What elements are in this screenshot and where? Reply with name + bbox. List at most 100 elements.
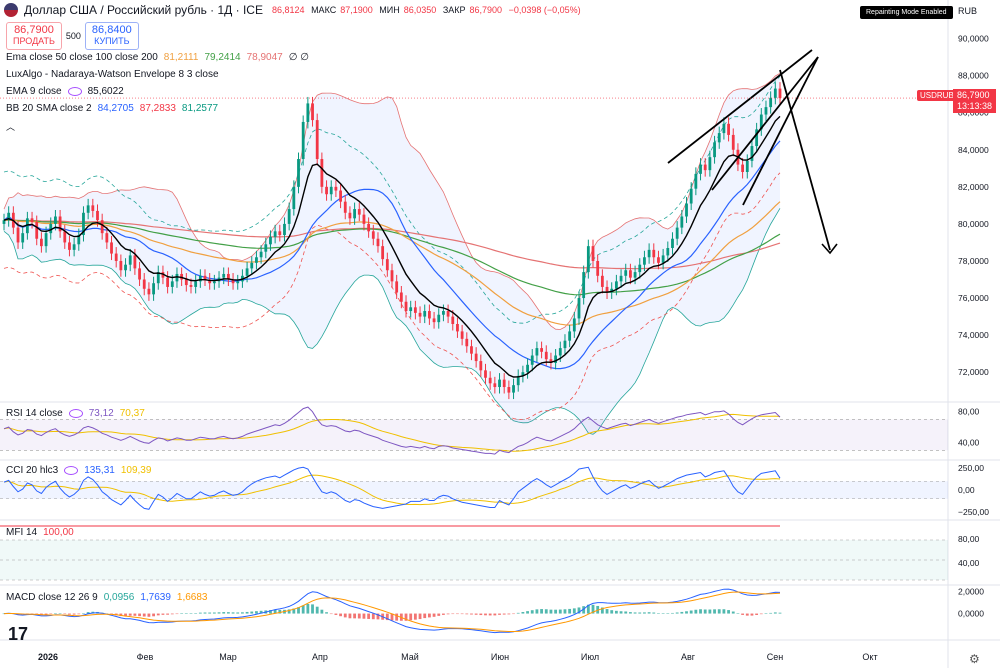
candle-body xyxy=(460,331,464,339)
candle-body xyxy=(334,186,338,191)
candle-body xyxy=(437,314,441,323)
candle-body xyxy=(750,146,754,161)
candle-body xyxy=(311,103,314,121)
candle-body xyxy=(404,301,408,312)
sell-button[interactable]: 86,7900 ПРОДАТЬ xyxy=(6,22,62,50)
bb-fill xyxy=(4,73,780,435)
legend-ema200-value: 78,9047 xyxy=(246,52,283,63)
gear-icon[interactable]: ⚙ xyxy=(969,652,980,666)
macd-hist-bar xyxy=(507,613,511,615)
candle-body xyxy=(568,331,572,341)
legend-rsi[interactable]: RSI 14 close 73,12 70,37 xyxy=(6,408,145,419)
legend-ema9[interactable]: EMA 9 close 85,6022 xyxy=(6,86,124,97)
time-tick-label: Сен xyxy=(767,652,784,662)
time-tick-label: Июл xyxy=(581,652,599,662)
rsi-tick-label: 40,00 xyxy=(958,438,980,448)
macd-hist-bar xyxy=(184,613,188,614)
candle-body xyxy=(7,212,11,221)
candle-body xyxy=(273,231,277,237)
symbol-tag: USDRUB xyxy=(917,90,957,101)
candle-body xyxy=(203,275,207,280)
macd-hist-bar xyxy=(301,605,305,614)
eye-icon[interactable] xyxy=(64,466,79,475)
candle-body xyxy=(264,244,268,252)
candle-body xyxy=(563,340,567,349)
legend-luxalgo[interactable]: LuxAlgo - Nadaraya-Watson Envelope 8 3 c… xyxy=(6,69,219,80)
macd-hist-bar xyxy=(526,611,529,614)
legend-cci[interactable]: CCI 20 hlc3 135,31 109,39 xyxy=(6,465,151,476)
ohlc-high-label: МАКС xyxy=(311,5,337,15)
macd-hist-bar xyxy=(769,612,773,614)
macd-hist-bar xyxy=(63,613,67,615)
candle-body xyxy=(512,385,515,393)
candle-body xyxy=(498,379,501,388)
candle-body xyxy=(446,311,450,317)
macd-hist-bar xyxy=(124,613,127,617)
currency-label[interactable]: RUB xyxy=(958,6,978,16)
trade-panel: 86,7900 ПРОДАТЬ 500 86,8400 КУПИТЬ xyxy=(6,22,139,50)
candle-body xyxy=(502,379,506,388)
collapse-legend-chevron-icon[interactable]: ︿ xyxy=(6,122,16,132)
candle-body xyxy=(77,235,81,245)
macd-hist-bar xyxy=(778,612,782,614)
candle-body xyxy=(367,223,371,232)
macd-hist-bar xyxy=(362,613,366,619)
candle-body xyxy=(44,233,48,247)
tradingview-logo-icon[interactable]: 17 xyxy=(8,624,29,644)
macd-hist-bar xyxy=(657,613,660,614)
macd-hist-bar xyxy=(437,613,441,616)
ohlc-high: 87,1900 xyxy=(340,5,373,15)
macd-hist-bar xyxy=(498,613,501,615)
legend-ema9-value: 85,6022 xyxy=(87,86,124,97)
candle-body xyxy=(493,383,497,388)
candle-body xyxy=(395,281,399,293)
candle-body xyxy=(521,372,525,376)
macd-hist-bar xyxy=(250,611,254,614)
sell-price: 86,7900 xyxy=(14,24,54,36)
candle-body xyxy=(516,375,520,386)
macd-hist-bar xyxy=(755,613,759,615)
candle-body xyxy=(306,103,310,122)
candle-body xyxy=(722,123,726,134)
time-tick-label: Фев xyxy=(137,652,154,662)
legend-mfi-label: MFI 14 xyxy=(6,527,38,538)
chart-title[interactable]: Доллар США / Российский рубль · 1Д · ICE xyxy=(24,3,263,17)
macd-hist-bar xyxy=(488,613,492,616)
price-tick-label: 84,0000 xyxy=(958,145,989,155)
candle-body xyxy=(558,348,562,356)
candle-body xyxy=(16,227,20,243)
candle-body xyxy=(133,255,137,269)
candle-body xyxy=(315,120,319,160)
legend-bb[interactable]: BB 20 SMA close 2 84,2705 87,2833 81,257… xyxy=(6,103,218,114)
candle-body xyxy=(236,281,240,284)
candle-body xyxy=(82,212,85,236)
candle-body xyxy=(540,348,543,352)
macd-hist-bar xyxy=(563,609,567,614)
macd-hist-bar xyxy=(348,613,352,619)
price-tick-label: 74,0000 xyxy=(958,330,989,340)
legend-mfi[interactable]: MFI 14 100,00 xyxy=(6,527,74,538)
macd-hist-bar xyxy=(610,610,614,614)
legend-ema-multi[interactable]: Ema close 50 close 100 close 200 81,2111… xyxy=(6,52,309,63)
macd-hist-bar xyxy=(161,613,165,615)
candle-body xyxy=(717,133,721,143)
candle-body xyxy=(371,231,375,239)
eye-icon[interactable] xyxy=(67,87,82,96)
candle-body xyxy=(72,244,76,250)
candle-body xyxy=(577,298,581,319)
eye-icon[interactable] xyxy=(68,409,83,418)
macd-hist-bar xyxy=(722,609,726,614)
candle-body xyxy=(381,246,385,260)
buy-button[interactable]: 86,8400 КУПИТЬ xyxy=(84,22,139,50)
candle-body xyxy=(269,236,272,245)
legend-macd[interactable]: MACD close 12 26 9 0,0956 1,7639 1,6683 xyxy=(6,592,208,603)
order-quantity[interactable]: 500 xyxy=(65,31,81,41)
candle-body xyxy=(278,231,282,236)
macd-hist-bar xyxy=(713,609,716,614)
macd-hist-bar xyxy=(484,613,487,616)
candle-body xyxy=(465,338,469,347)
candle-body xyxy=(745,160,749,172)
legend-cci-ma: 109,39 xyxy=(120,465,152,476)
macd-hist-bar xyxy=(39,613,43,615)
